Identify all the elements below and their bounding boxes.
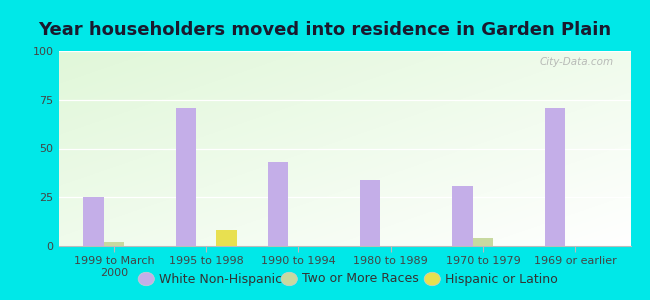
Bar — [104, 242, 124, 246]
Bar — [83, 197, 104, 246]
Text: City-Data.com: City-Data.com — [540, 57, 614, 67]
Text: Year householders moved into residence in Garden Plain: Year householders moved into residence i… — [38, 21, 612, 39]
Text: White Non-Hispanic: White Non-Hispanic — [159, 272, 282, 286]
Bar — [268, 162, 288, 246]
Text: Hispanic or Latino: Hispanic or Latino — [445, 272, 558, 286]
Bar — [545, 107, 565, 246]
Bar — [216, 230, 237, 246]
Bar — [473, 238, 493, 246]
Text: Two or More Races: Two or More Races — [302, 272, 419, 286]
Bar — [360, 180, 380, 246]
Bar — [452, 185, 473, 246]
Bar — [176, 107, 196, 246]
